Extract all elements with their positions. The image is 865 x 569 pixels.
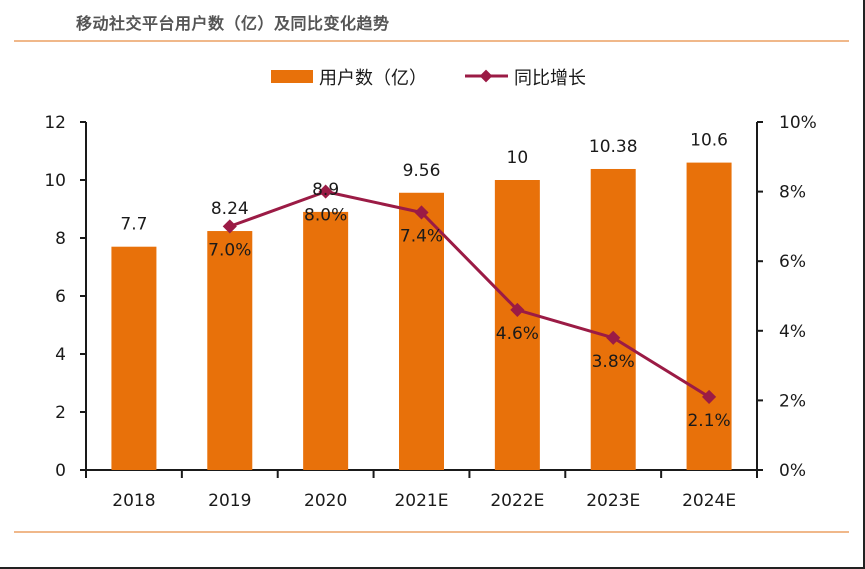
right-axis-tick-label: 2%: [779, 391, 806, 411]
growth-point-2022E: [510, 302, 525, 317]
bar-value-label: 8.9: [312, 180, 339, 200]
left-axis-tick-label: 0: [55, 461, 66, 481]
growth-value-label: 4.6%: [496, 324, 539, 344]
line-series: [222, 184, 717, 404]
bar-value-label: 8.24: [211, 199, 249, 219]
right-axis-tick-label: 0%: [779, 461, 806, 481]
legend-swatch-bar: [271, 70, 313, 83]
left-axis-tick-label: 8: [55, 229, 66, 249]
left-axis-tick-label: 12: [44, 113, 66, 133]
bar-2020: [303, 211, 349, 470]
bar-value-label: 10.38: [589, 137, 638, 157]
left-axis-tick-label: 2: [55, 403, 66, 423]
footer-divider: [14, 531, 849, 533]
source-note: [20, 540, 110, 554]
x-axis-tick-label: 2020: [304, 491, 347, 511]
bar-2019: [207, 231, 253, 470]
bar-2021E: [399, 192, 444, 470]
bar-2018: [111, 246, 157, 470]
growth-point-2020: [318, 184, 333, 199]
title-divider: [14, 40, 849, 42]
data-labels: 7.7 8.24 8.9 9.56 10 10.38 10.6 7.0% 8.0% 7.4% 4.6…: [120, 131, 730, 431]
legend-label-growth: 同比增长: [514, 68, 586, 89]
x-axis-tick-label: 2023E: [586, 491, 640, 511]
growth-value-label: 2.1%: [687, 411, 730, 431]
legend-diamond-marker-icon: [479, 69, 493, 83]
axes: 0 2 4 6 8 10 12 0% 2% 4% 6% 8% 10% 2018 2019 2020 2021E 2…: [44, 113, 816, 511]
bar-series: [111, 162, 732, 471]
growth-value-label: 7.0%: [208, 240, 251, 260]
growth-value-label: 8.0%: [304, 206, 347, 226]
bar-2022E: [494, 180, 540, 470]
chart-title: 移动社交平台用户数（亿）及同比变化趋势: [76, 14, 390, 33]
bar-value-label: 10: [507, 148, 529, 168]
bar-value-label: 7.7: [120, 215, 147, 235]
growth-point-2024E: [702, 389, 717, 404]
right-axis-tick-label: 4%: [779, 322, 806, 342]
bar-value-label: 10.6: [690, 131, 728, 151]
x-axis-tick-label: 2021E: [394, 491, 448, 511]
right-axis-tick-label: 8%: [779, 183, 806, 203]
x-axis-tick-label: 2019: [208, 491, 251, 511]
x-axis-tick-label: 2024E: [682, 491, 736, 511]
right-axis-tick-label: 10%: [779, 113, 817, 133]
growth-point-2023E: [606, 330, 621, 345]
bar-value-label: 9.56: [403, 161, 441, 181]
bar-2023E: [590, 168, 636, 471]
legend-label-users: 用户数（亿）: [319, 68, 427, 89]
bar-2024E: [686, 162, 732, 470]
right-axis-tick-label: 6%: [779, 252, 806, 272]
left-axis-tick-label: 4: [55, 345, 66, 365]
x-axis-tick-label: 2022E: [490, 491, 544, 511]
left-axis-tick-label: 6: [55, 287, 66, 307]
growth-value-label: 7.4%: [400, 226, 443, 246]
legend: 用户数（亿） 同比增长: [271, 68, 586, 89]
growth-line: [229, 190, 710, 399]
left-axis-tick-label: 10: [44, 171, 66, 191]
growth-point-2021E: [414, 205, 429, 220]
growth-point-2019: [222, 219, 237, 234]
growth-value-label: 3.8%: [592, 352, 635, 372]
x-axis-tick-label: 2018: [112, 491, 155, 511]
